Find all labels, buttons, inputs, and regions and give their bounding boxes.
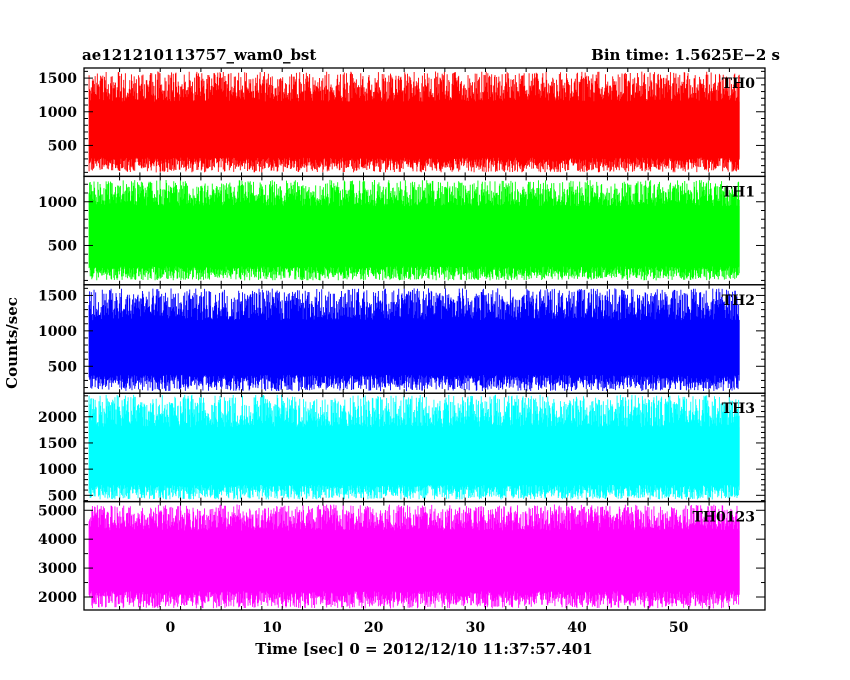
x-axis: 0 10 20 30 40 50 bbox=[166, 620, 689, 636]
y-tick-label: 1500 bbox=[38, 436, 77, 452]
x-tick-label: 50 bbox=[669, 620, 689, 636]
series-th2-band bbox=[89, 320, 740, 375]
y-tick-label: 500 bbox=[48, 238, 77, 254]
chart-title: ae121210113757_wam0_bst bbox=[82, 46, 316, 64]
bin-time-label: Bin time: 1.5625E−2 s bbox=[591, 46, 780, 64]
y-axis-label: Counts/sec bbox=[3, 297, 21, 389]
panel-th1: 500 1000 TH1 bbox=[38, 175, 766, 286]
series-label-th0123: TH0123 bbox=[692, 510, 755, 526]
x-tick-label: 10 bbox=[262, 620, 282, 636]
series-label-th1: TH1 bbox=[722, 184, 755, 200]
series-th1-band bbox=[89, 206, 740, 267]
series-label-th3: TH3 bbox=[722, 401, 755, 417]
x-tick-label: 40 bbox=[567, 620, 587, 636]
y-tick-label: 500 bbox=[48, 488, 77, 504]
y-tick-label: 500 bbox=[48, 138, 77, 154]
series-label-th2: TH2 bbox=[722, 293, 755, 309]
y-tick-label: 3000 bbox=[38, 561, 77, 577]
y-tick-label: 1000 bbox=[38, 105, 77, 121]
panel-th3: 500 1000 1500 2000 TH3 bbox=[38, 392, 766, 504]
series-th0123-band bbox=[89, 530, 740, 592]
series-th3-band bbox=[89, 427, 740, 485]
y-tick-label: 1000 bbox=[38, 195, 77, 211]
y-tick-label: 2000 bbox=[38, 410, 77, 426]
y-tick-label: 1500 bbox=[38, 71, 77, 87]
x-tick-label: 20 bbox=[364, 620, 384, 636]
panel-th2: 500 1000 1500 TH2 bbox=[38, 284, 766, 394]
y-tick-label: 5000 bbox=[38, 503, 77, 519]
series-th0-band bbox=[89, 101, 740, 158]
series-label-th0: TH0 bbox=[722, 76, 756, 92]
x-axis-label: Time [sec] 0 = 2012/12/10 11:37:57.401 bbox=[255, 640, 592, 658]
y-tick-label: 2000 bbox=[38, 590, 77, 606]
y-tick-label: 1500 bbox=[38, 288, 77, 304]
panel-th0123: 2000 3000 4000 5000 TH0123 bbox=[38, 500, 766, 611]
y-tick-label: 500 bbox=[48, 359, 77, 375]
x-tick-label: 0 bbox=[166, 620, 176, 636]
y-tick-label: 4000 bbox=[38, 532, 77, 548]
panel-th0: 500 1000 1500 TH0 bbox=[38, 67, 766, 178]
y-tick-label: 1000 bbox=[38, 324, 77, 340]
y-tick-label: 1000 bbox=[38, 462, 77, 478]
x-tick-label: 30 bbox=[466, 620, 486, 636]
